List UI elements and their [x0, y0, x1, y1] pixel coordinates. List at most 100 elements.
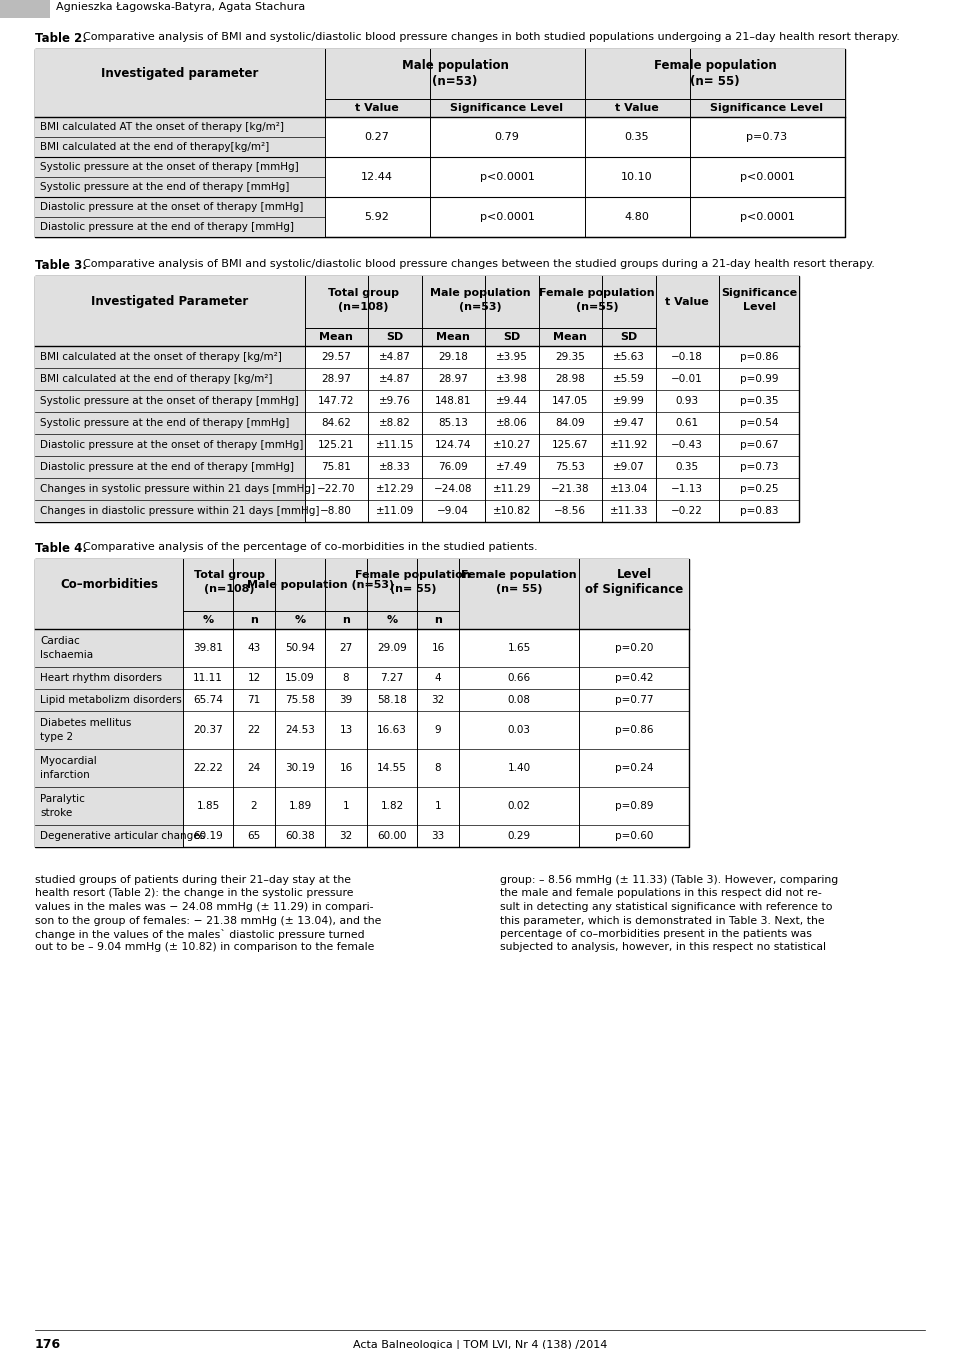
- Text: 0.79: 0.79: [494, 132, 519, 142]
- Text: p=0.86: p=0.86: [614, 724, 653, 735]
- Text: stroke: stroke: [40, 808, 72, 817]
- Bar: [305, 328, 368, 345]
- Text: of Significance: of Significance: [585, 583, 684, 595]
- Bar: [719, 277, 799, 345]
- Text: Paralytic: Paralytic: [40, 795, 84, 804]
- Text: 43: 43: [248, 643, 260, 653]
- Text: p<0.0001: p<0.0001: [480, 173, 535, 182]
- Text: 0.27: 0.27: [365, 132, 390, 142]
- Text: ±11.15: ±11.15: [375, 440, 415, 451]
- Text: 16.63: 16.63: [377, 724, 407, 735]
- Text: 7.27: 7.27: [380, 673, 403, 683]
- Text: 5.92: 5.92: [365, 212, 390, 223]
- Text: 16: 16: [431, 643, 444, 653]
- Text: Female population: Female population: [654, 59, 777, 73]
- Bar: [459, 558, 579, 629]
- Bar: [430, 98, 585, 117]
- Text: 84.09: 84.09: [555, 418, 585, 428]
- Text: 1: 1: [435, 801, 442, 811]
- Bar: [35, 786, 183, 826]
- Text: 28.97: 28.97: [438, 374, 468, 384]
- Text: 29.09: 29.09: [377, 643, 407, 653]
- Text: Male population: Male population: [401, 59, 509, 73]
- Bar: [35, 277, 799, 522]
- Text: 9: 9: [435, 724, 442, 735]
- Text: subjected to analysis, however, in this respect no statistical: subjected to analysis, however, in this …: [500, 943, 826, 952]
- Text: 29.57: 29.57: [321, 352, 351, 362]
- Text: p=0.24: p=0.24: [614, 764, 653, 773]
- Bar: [35, 711, 183, 749]
- Text: ±3.98: ±3.98: [496, 374, 528, 384]
- Bar: [35, 629, 183, 666]
- Text: (n=108): (n=108): [338, 302, 388, 312]
- Text: −9.04: −9.04: [437, 506, 468, 517]
- Bar: [422, 328, 485, 345]
- Text: −0.43: −0.43: [671, 440, 703, 451]
- Text: ±9.76: ±9.76: [379, 397, 411, 406]
- Text: Female population: Female population: [355, 571, 470, 580]
- Text: ±5.59: ±5.59: [613, 374, 645, 384]
- Bar: [35, 500, 305, 522]
- Text: 28.97: 28.97: [321, 374, 351, 384]
- Text: 0.66: 0.66: [508, 673, 531, 683]
- Text: ±11.09: ±11.09: [375, 506, 414, 517]
- Text: Diastolic pressure at the onset of therapy [mmHg]: Diastolic pressure at the onset of thera…: [40, 202, 303, 212]
- Text: (n=108): (n=108): [204, 584, 254, 594]
- Text: −24.08: −24.08: [434, 484, 472, 494]
- Text: 12.44: 12.44: [361, 173, 393, 182]
- Text: ±11.29: ±11.29: [492, 484, 531, 494]
- Text: Significance Level: Significance Level: [450, 103, 564, 113]
- Text: Significance Level: Significance Level: [710, 103, 824, 113]
- Text: sult in detecting any statistical significance with reference to: sult in detecting any statistical signif…: [500, 902, 832, 912]
- Bar: [183, 558, 275, 611]
- Text: p=0.73: p=0.73: [747, 132, 787, 142]
- Text: Table 4.: Table 4.: [35, 542, 87, 554]
- Text: Cardiac: Cardiac: [40, 635, 80, 646]
- Text: Significance: Significance: [721, 287, 797, 298]
- Text: n: n: [434, 615, 442, 625]
- Text: 29.35: 29.35: [555, 352, 585, 362]
- Text: ±9.07: ±9.07: [613, 461, 645, 472]
- Bar: [35, 558, 183, 611]
- Text: 27: 27: [340, 643, 352, 653]
- Text: Diastolic pressure at the onset of therapy [mmHg]: Diastolic pressure at the onset of thera…: [40, 440, 303, 451]
- Text: Table 3.: Table 3.: [35, 259, 86, 272]
- Text: 124.74: 124.74: [435, 440, 471, 451]
- Text: 71: 71: [248, 695, 260, 706]
- Text: type 2: type 2: [40, 733, 73, 742]
- Text: 0.35: 0.35: [625, 132, 649, 142]
- Text: 10.10: 10.10: [621, 173, 653, 182]
- Text: BMI calculated at the onset of therapy [kg/m²]: BMI calculated at the onset of therapy […: [40, 352, 282, 362]
- Bar: [305, 277, 422, 328]
- Bar: [579, 558, 689, 629]
- Text: %: %: [203, 615, 213, 625]
- Bar: [35, 138, 325, 156]
- Text: 84.62: 84.62: [321, 418, 351, 428]
- Text: Investigated Parameter: Investigated Parameter: [91, 295, 249, 309]
- Text: 75.58: 75.58: [285, 695, 315, 706]
- Text: 2: 2: [251, 801, 257, 811]
- Bar: [35, 49, 325, 98]
- Text: change in the values of the males` diastolic pressure turned: change in the values of the males` diast…: [35, 929, 365, 940]
- Bar: [35, 558, 689, 847]
- Text: ±7.49: ±7.49: [496, 461, 528, 472]
- Text: ±12.29: ±12.29: [375, 484, 415, 494]
- Text: 60.38: 60.38: [285, 831, 315, 840]
- Text: Level: Level: [742, 302, 776, 312]
- Text: ±11.33: ±11.33: [610, 506, 648, 517]
- Text: Agnieszka Łagowska-Batyra, Agata Stachura: Agnieszka Łagowska-Batyra, Agata Stachur…: [56, 1, 305, 12]
- Bar: [233, 611, 275, 629]
- Text: Co–morbidities: Co–morbidities: [60, 579, 158, 591]
- Text: 16: 16: [340, 764, 352, 773]
- Text: 1.40: 1.40: [508, 764, 531, 773]
- Text: Total group: Total group: [194, 571, 265, 580]
- Bar: [183, 611, 233, 629]
- Bar: [35, 277, 305, 328]
- Text: SD: SD: [620, 332, 637, 343]
- Text: 13: 13: [340, 724, 352, 735]
- Text: 0.35: 0.35: [676, 461, 699, 472]
- Text: percentage of co–morbidities present in the patients was: percentage of co–morbidities present in …: [500, 929, 812, 939]
- Text: 76.09: 76.09: [438, 461, 468, 472]
- Text: −22.70: −22.70: [317, 484, 355, 494]
- Text: (n=53): (n=53): [459, 302, 501, 312]
